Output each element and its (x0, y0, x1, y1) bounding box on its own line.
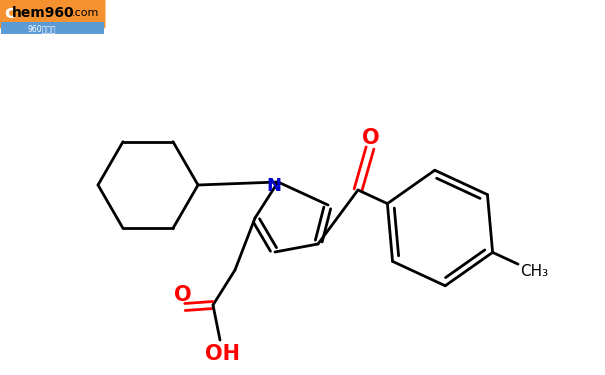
Text: O: O (362, 128, 380, 148)
FancyBboxPatch shape (0, 0, 105, 28)
Bar (1, 22, 104, 34)
Text: CH₃: CH₃ (520, 264, 548, 279)
Text: C: C (5, 4, 18, 22)
Text: c: c (4, 4, 15, 22)
Text: hem960: hem960 (12, 6, 74, 20)
Text: .com: .com (72, 8, 99, 18)
Text: O: O (174, 285, 192, 305)
Text: 960化工网: 960化工网 (28, 24, 56, 33)
Text: OH: OH (204, 344, 240, 364)
Text: N: N (266, 177, 281, 195)
